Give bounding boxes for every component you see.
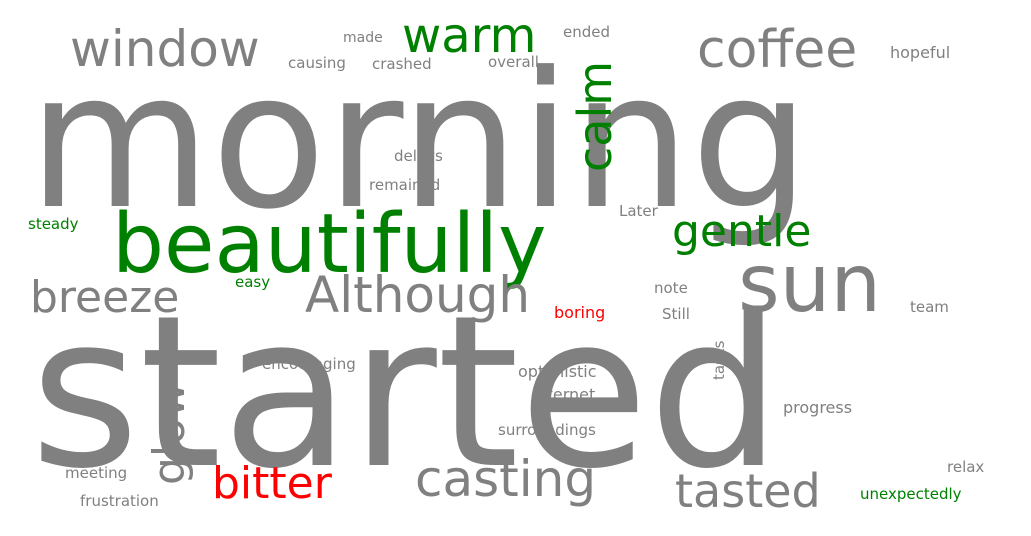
word-crashed: crashed (372, 55, 432, 73)
word-team: team (910, 298, 949, 316)
word-frustration: frustration (80, 492, 159, 510)
word-note: note (654, 279, 688, 297)
word-gentle: gentle (672, 206, 812, 257)
word-warm: warm (402, 8, 537, 64)
word-later: Later (619, 202, 658, 220)
word-hopeful: hopeful (890, 43, 951, 62)
word-started: started (30, 270, 782, 515)
word-although: Although (305, 266, 531, 324)
word-calm: calm (568, 60, 622, 172)
word-surroundings: surroundings (498, 421, 596, 439)
word-meeting: meeting (65, 464, 128, 482)
word-boring: boring (554, 303, 606, 322)
word-morning: morning (28, 32, 811, 251)
word-bitter: bitter (212, 458, 332, 509)
word-encouraging: encouraging (262, 355, 356, 373)
word-ended: ended (563, 23, 611, 41)
word-glow: glow (144, 381, 195, 485)
word-made: made (343, 30, 383, 46)
word-breeze: breeze (30, 272, 180, 323)
word-window: window (70, 20, 260, 78)
word-progress: progress (783, 398, 853, 417)
word-remained: remained (369, 176, 441, 194)
word-steady: steady (28, 215, 79, 233)
word-internet: internet (532, 385, 596, 404)
word-still: Still (662, 305, 690, 323)
word-sun: sun (738, 237, 882, 330)
word-casting: casting (415, 450, 597, 508)
word-tasks: tasks (710, 340, 728, 380)
word-beautifully: beautifully (112, 197, 547, 292)
word-tasted: tasted (675, 464, 821, 518)
word-overall: overall (488, 53, 539, 71)
word-coffee: coffee (697, 20, 858, 80)
word-optimistic: optimistic (518, 362, 597, 381)
word-causing: causing (288, 54, 346, 72)
word-delays: delays (394, 147, 443, 165)
word-unexpectedly: unexpectedly (860, 485, 962, 503)
word-relax: relax (947, 458, 985, 476)
word-easy: easy (235, 273, 271, 291)
